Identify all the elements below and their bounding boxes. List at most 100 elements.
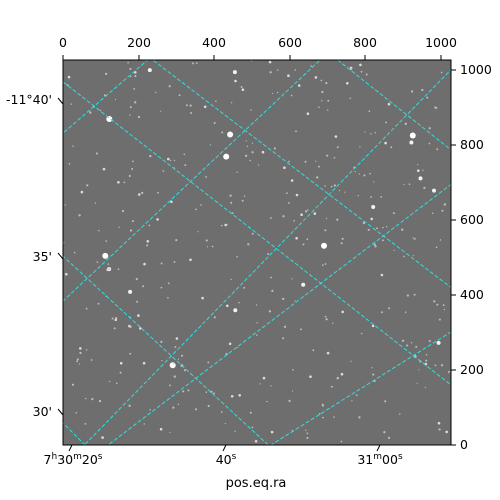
star bbox=[227, 131, 234, 138]
star bbox=[445, 430, 449, 434]
star bbox=[251, 232, 254, 235]
star bbox=[129, 106, 132, 109]
star bbox=[336, 218, 339, 221]
star bbox=[283, 166, 286, 169]
left-axis: -11°40' 35' 30' bbox=[6, 92, 64, 419]
star bbox=[64, 204, 66, 206]
star bbox=[409, 132, 416, 139]
star bbox=[436, 303, 439, 306]
star bbox=[434, 106, 437, 109]
star bbox=[338, 189, 341, 192]
star bbox=[305, 429, 307, 431]
star bbox=[267, 252, 270, 256]
star bbox=[247, 243, 250, 246]
star bbox=[325, 318, 328, 321]
star bbox=[439, 239, 442, 241]
star bbox=[183, 369, 186, 372]
star bbox=[432, 188, 436, 193]
right-axis: 0 200 400 600 800 1000 bbox=[451, 62, 492, 452]
star bbox=[344, 191, 346, 193]
star bbox=[215, 100, 217, 102]
star bbox=[288, 160, 290, 163]
star bbox=[425, 359, 428, 362]
star bbox=[111, 317, 114, 320]
star bbox=[351, 400, 353, 402]
star bbox=[382, 226, 384, 229]
grid-line bbox=[63, 60, 149, 134]
star bbox=[249, 159, 251, 162]
star bbox=[371, 205, 376, 209]
star bbox=[160, 262, 163, 265]
star bbox=[307, 209, 309, 211]
star bbox=[270, 276, 273, 279]
star bbox=[207, 404, 210, 408]
star bbox=[137, 115, 141, 119]
right-tick-label: 600 bbox=[460, 212, 484, 227]
star bbox=[191, 62, 194, 65]
star bbox=[359, 146, 361, 148]
star bbox=[249, 411, 252, 414]
star bbox=[98, 399, 102, 403]
star bbox=[232, 70, 237, 75]
star bbox=[270, 385, 272, 387]
star bbox=[370, 217, 374, 221]
star bbox=[107, 263, 109, 265]
star bbox=[437, 421, 441, 425]
star bbox=[295, 130, 297, 133]
star bbox=[146, 240, 150, 243]
star bbox=[425, 354, 428, 356]
star bbox=[270, 430, 274, 434]
star bbox=[330, 385, 333, 388]
star bbox=[261, 150, 265, 154]
star bbox=[385, 226, 388, 228]
star bbox=[78, 363, 81, 365]
coordinate-grid bbox=[63, 60, 451, 445]
star bbox=[334, 135, 338, 138]
star bbox=[288, 399, 291, 403]
star bbox=[143, 423, 145, 425]
star bbox=[70, 103, 73, 105]
star bbox=[293, 219, 296, 222]
star bbox=[431, 212, 434, 214]
star bbox=[326, 351, 330, 355]
plot-frame bbox=[62, 59, 452, 446]
star bbox=[183, 153, 186, 156]
star bbox=[113, 327, 116, 330]
star bbox=[128, 289, 133, 294]
star bbox=[169, 384, 171, 387]
star bbox=[262, 376, 266, 380]
star bbox=[385, 121, 388, 124]
star bbox=[292, 368, 294, 371]
star bbox=[117, 181, 120, 184]
star bbox=[369, 172, 371, 175]
star bbox=[374, 132, 377, 134]
star bbox=[410, 90, 414, 93]
star bbox=[160, 340, 163, 343]
star bbox=[142, 361, 146, 365]
star bbox=[302, 243, 305, 246]
star bbox=[79, 351, 82, 355]
star bbox=[362, 221, 366, 225]
star bbox=[102, 167, 106, 171]
star bbox=[408, 183, 411, 186]
bottom-axis: 7h30m20s 40s 31m00s pos.eq.ra bbox=[44, 444, 403, 491]
star bbox=[131, 220, 134, 223]
star bbox=[433, 300, 436, 303]
star bbox=[380, 311, 383, 314]
star bbox=[173, 159, 176, 162]
star bbox=[207, 361, 210, 364]
star bbox=[282, 337, 285, 340]
star bbox=[155, 91, 157, 94]
top-tick-label: 400 bbox=[202, 35, 226, 50]
star bbox=[325, 217, 328, 220]
star bbox=[80, 190, 84, 194]
star bbox=[373, 181, 375, 183]
star bbox=[276, 69, 279, 71]
star bbox=[294, 300, 296, 302]
star bbox=[357, 195, 359, 197]
star bbox=[71, 383, 75, 386]
star bbox=[115, 382, 118, 385]
star bbox=[372, 373, 375, 376]
star bbox=[368, 110, 371, 113]
